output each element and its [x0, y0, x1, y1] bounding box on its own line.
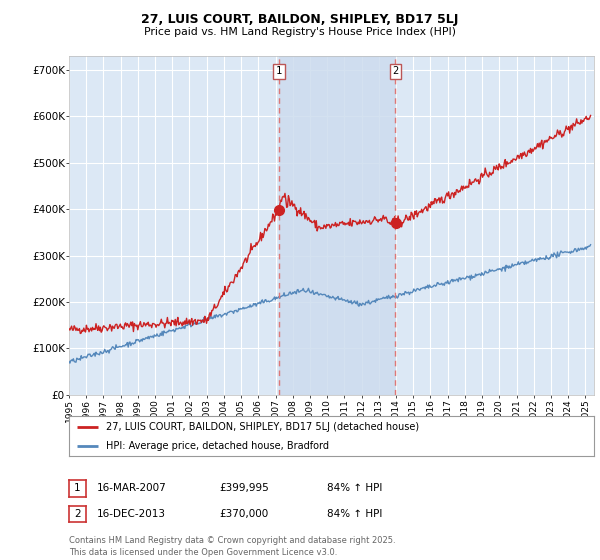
Text: £370,000: £370,000: [219, 509, 268, 519]
Text: 84% ↑ HPI: 84% ↑ HPI: [327, 509, 382, 519]
Text: £399,995: £399,995: [219, 483, 269, 493]
Text: 1: 1: [74, 483, 81, 493]
Text: 84% ↑ HPI: 84% ↑ HPI: [327, 483, 382, 493]
Text: 2: 2: [392, 66, 398, 76]
Text: HPI: Average price, detached house, Bradford: HPI: Average price, detached house, Brad…: [106, 441, 329, 451]
Text: Price paid vs. HM Land Registry's House Price Index (HPI): Price paid vs. HM Land Registry's House …: [144, 27, 456, 38]
Text: 16-DEC-2013: 16-DEC-2013: [97, 509, 166, 519]
Bar: [279, 56, 395, 395]
Text: 1: 1: [276, 66, 282, 76]
Text: 27, LUIS COURT, BAILDON, SHIPLEY, BD17 5LJ: 27, LUIS COURT, BAILDON, SHIPLEY, BD17 5…: [142, 13, 458, 26]
Text: Contains HM Land Registry data © Crown copyright and database right 2025.
This d: Contains HM Land Registry data © Crown c…: [69, 536, 395, 557]
Text: 2: 2: [74, 509, 81, 519]
Text: 16-MAR-2007: 16-MAR-2007: [97, 483, 167, 493]
Text: 27, LUIS COURT, BAILDON, SHIPLEY, BD17 5LJ (detached house): 27, LUIS COURT, BAILDON, SHIPLEY, BD17 5…: [106, 422, 419, 432]
